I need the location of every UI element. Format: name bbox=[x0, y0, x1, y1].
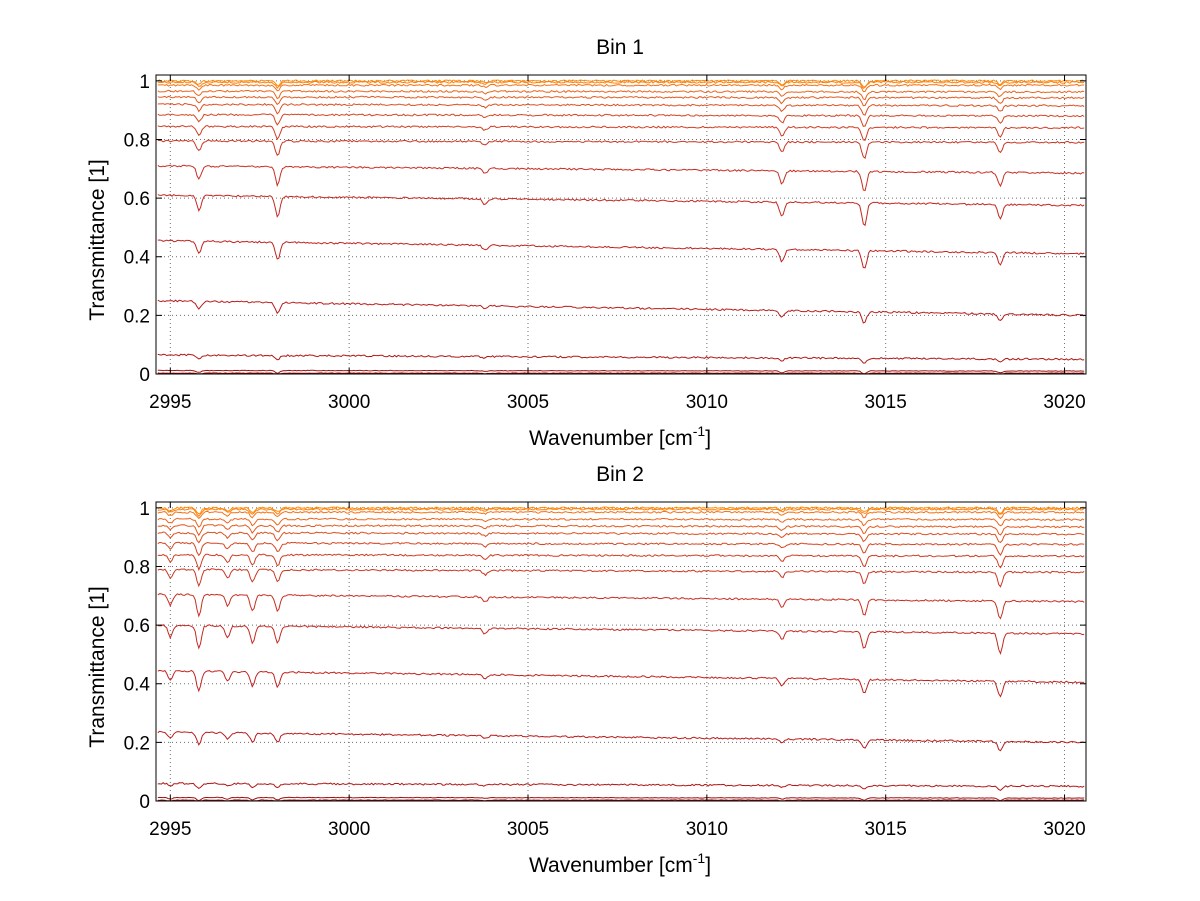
spectrum-series bbox=[157, 124, 1085, 141]
spectrum-series bbox=[157, 568, 1085, 588]
x-tick-label: 3020 bbox=[1043, 819, 1085, 840]
spectrum-series bbox=[157, 164, 1085, 192]
y-tick-label: 0.6 bbox=[124, 616, 150, 637]
spectrum-series bbox=[157, 506, 1085, 515]
chart-title: Bin 1 bbox=[596, 36, 644, 59]
x-tick-label: 3005 bbox=[507, 819, 549, 840]
spectrum-series bbox=[157, 80, 1085, 90]
spectrum-series bbox=[157, 517, 1085, 528]
spectrum-series bbox=[157, 299, 1085, 324]
spectrum-series bbox=[157, 553, 1085, 572]
spectrum-series bbox=[157, 139, 1085, 159]
spectrum-series bbox=[157, 782, 1085, 791]
spectrum-series bbox=[157, 372, 1085, 375]
spectrum-series bbox=[157, 669, 1085, 698]
x-tick-label: 3000 bbox=[328, 819, 370, 840]
x-tick-label: 2995 bbox=[149, 819, 191, 840]
ticks: 2995 3000 3005 3010 3015 3020 0 0.2 0.4 0.6 0.8 1 bbox=[124, 72, 1086, 413]
x-tick-label: 3020 bbox=[1043, 392, 1085, 413]
y-tick-label: 0 bbox=[139, 792, 150, 813]
spectrum-series bbox=[157, 79, 1085, 88]
x-tick-label: 3015 bbox=[865, 392, 907, 413]
x-axis-label: Wavenumber [cm-1] bbox=[529, 850, 711, 877]
spectrum-series bbox=[157, 730, 1085, 752]
spectrum-series bbox=[157, 95, 1085, 107]
x-tick-label: 2995 bbox=[149, 392, 191, 413]
spectrum-series bbox=[157, 507, 1085, 517]
y-tick-label: 1 bbox=[139, 499, 150, 520]
spectrum-series bbox=[157, 593, 1085, 620]
y-tick-label: 0.8 bbox=[124, 557, 150, 578]
spectrum-series bbox=[157, 510, 1085, 520]
x-tick-label: 3010 bbox=[686, 819, 728, 840]
x-axis-label: Wavenumber [cm-1] bbox=[529, 423, 711, 450]
panel-bin-2: Bin 2 2995 3000 3005 3010 3015 3020 0 0.2 0.4 0.6… bbox=[86, 463, 1087, 877]
spectrum-series bbox=[157, 524, 1085, 537]
y-tick-label: 0.2 bbox=[124, 306, 150, 327]
y-tick-label: 0.4 bbox=[124, 248, 151, 269]
y-tick-label: 1 bbox=[139, 72, 150, 93]
spectrum-series bbox=[157, 89, 1085, 101]
spectrum-series bbox=[157, 369, 1085, 375]
y-tick-label: 0.2 bbox=[124, 733, 150, 754]
chart-title: Bin 2 bbox=[596, 463, 644, 486]
grid bbox=[156, 502, 1086, 802]
spectrum-series bbox=[157, 102, 1085, 116]
spectrum-series bbox=[157, 541, 1085, 557]
panel-bin-1: Bin 1 2995 3000 3005 3010 3015 3020 0 0.2 0.4 0.6… bbox=[86, 36, 1087, 450]
spectrum-series bbox=[157, 83, 1085, 93]
y-tick-label: 0.8 bbox=[124, 130, 150, 151]
plot-area bbox=[155, 501, 1087, 802]
ticks: 2995 3000 3005 3010 3015 3020 0 0.2 0.4 0.6 0.8 1 bbox=[124, 499, 1086, 840]
x-tick-label: 3015 bbox=[865, 819, 907, 840]
y-tick-label: 0.4 bbox=[124, 675, 151, 696]
spectrum-series bbox=[157, 799, 1085, 802]
spectrum-series bbox=[157, 796, 1085, 802]
spectrum-series bbox=[157, 624, 1085, 656]
spectrum-series bbox=[157, 239, 1085, 269]
y-tick-label: 0.6 bbox=[124, 189, 150, 210]
spectrum-series bbox=[157, 353, 1085, 364]
y-tick-label: 0 bbox=[139, 365, 150, 386]
x-tick-label: 3000 bbox=[328, 392, 370, 413]
spectrum-series bbox=[157, 113, 1085, 127]
plot-area bbox=[155, 74, 1087, 375]
spectrum-series bbox=[157, 531, 1085, 544]
x-tick-label: 3005 bbox=[507, 392, 549, 413]
spectrum-series bbox=[157, 193, 1085, 227]
y-axis-label: Transmittance [1] bbox=[86, 159, 109, 320]
y-axis-label: Transmittance [1] bbox=[86, 586, 109, 747]
series-group bbox=[157, 506, 1085, 802]
series-group bbox=[157, 79, 1085, 375]
grid bbox=[156, 75, 1086, 375]
x-tick-label: 3010 bbox=[686, 392, 728, 413]
